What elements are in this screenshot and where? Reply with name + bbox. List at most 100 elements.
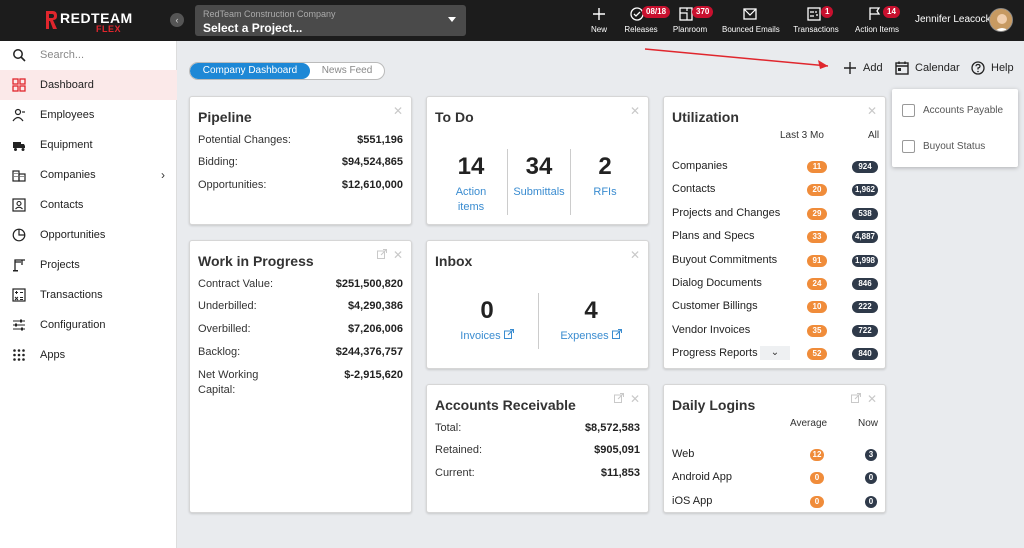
sidebar-item-label: Configuration (40, 319, 106, 331)
count-badge-recent: 33 (807, 231, 827, 244)
kv-value: $905,091 (594, 444, 640, 456)
utilization-row-label[interactable]: Dialog Documents (672, 277, 762, 289)
kv-label: Net Working (198, 369, 259, 381)
sidebar-item-transactions[interactable]: Transactions (0, 280, 177, 310)
inbox-stat-invoices[interactable]: 0 Invoices (447, 297, 527, 344)
utilization-row-label[interactable]: Plans and Specs (672, 230, 755, 243)
crane-icon (13, 259, 25, 272)
utilization-row-label[interactable]: Contacts (672, 183, 716, 196)
sidebar-item-apps[interactable]: Apps (0, 340, 177, 370)
utilization-row-label[interactable]: Vendor Invoices (672, 323, 751, 336)
sidebar-item-label: Equipment (40, 139, 93, 151)
action-items-button[interactable]: 14 Action Items (854, 4, 900, 38)
logins-row-label: Android App (672, 471, 732, 484)
todo-card: To Do ✕ 14 Action items 34 Submittals 2 … (426, 96, 649, 225)
transactions-button[interactable]: 1 Transactions (792, 4, 840, 38)
popout-icon[interactable] (377, 249, 387, 259)
daily-logins-card: Daily Logins ✕ Average Now Web 12 3 Android… (663, 384, 886, 513)
close-icon[interactable]: ✕ (866, 392, 877, 406)
inbox-stat-expenses[interactable]: 4 Expenses (551, 297, 631, 344)
dropdown-item-buyout-status[interactable]: Buyout Status (902, 139, 1012, 155)
new-button[interactable]: New (584, 4, 614, 38)
dashboard-icon (12, 78, 26, 92)
stat-number: 0 (480, 297, 494, 324)
chevron-down-icon[interactable]: ⌄ (760, 346, 790, 361)
utilization-row-label[interactable]: Projects and Changes (672, 206, 781, 219)
stat-label: RFIs (593, 186, 617, 198)
releases-badge: 08/18 (642, 6, 671, 18)
close-icon[interactable]: ✕ (392, 104, 403, 118)
close-icon[interactable]: ✕ (629, 248, 640, 262)
sidebar-item-label: Companies (40, 169, 96, 181)
redteam-logo[interactable]: REDTEAM FLEX (44, 9, 140, 34)
search-input[interactable]: Search... (40, 49, 85, 61)
sidebar-item-dashboard[interactable]: Dashboard (0, 70, 177, 100)
plus-icon (844, 62, 856, 74)
user-name[interactable]: Jennifer Leacock (915, 14, 991, 25)
releases-button[interactable]: 08/18 Releases (622, 4, 671, 38)
utilization-row-label[interactable]: Companies (672, 160, 728, 172)
avatar[interactable] (989, 8, 1013, 32)
tab-company-dashboard[interactable]: Company Dashboard (190, 63, 310, 79)
sidebar-item-opportunities[interactable]: Opportunities (0, 220, 177, 250)
close-icon[interactable]: ✕ (629, 104, 640, 118)
toolbar-label-planroom: Planroom (672, 25, 708, 34)
top-bar: REDTEAM FLEX ‹ RedTeam Construction Comp… (0, 0, 1024, 41)
sidebar-item-companies[interactable]: Companies › (0, 160, 177, 190)
stat-label: Action (455, 186, 487, 198)
sidebar: Search... Dashboard Employees Equipment … (0, 41, 177, 548)
checkbox[interactable] (902, 140, 915, 153)
sliders-icon (13, 319, 25, 331)
help-button[interactable]: Help (971, 61, 1017, 77)
close-icon[interactable]: ✕ (392, 248, 403, 262)
checkbox[interactable] (902, 104, 915, 117)
stat-label: Submittals (513, 186, 565, 198)
utilization-row-label[interactable]: Progress Reports (672, 347, 758, 360)
popout-icon[interactable] (851, 393, 861, 403)
column-header: Now (858, 418, 879, 429)
stat-number: 14 (457, 153, 485, 180)
count-badge-recent: 52 (807, 348, 827, 361)
kv-label: Opportunities: (198, 179, 267, 191)
card-title: Work in Progress (198, 253, 314, 269)
toolbar-label-new: New (590, 25, 607, 34)
planroom-button[interactable]: 370 Planroom (670, 4, 714, 38)
count-badge-all: 538 (852, 207, 878, 220)
close-icon[interactable]: ✕ (629, 392, 640, 406)
wip-card: Work in Progress ✕ Contract Value: $251,… (189, 240, 412, 513)
calendar-button[interactable]: Calendar (895, 61, 961, 77)
popout-icon[interactable] (614, 393, 624, 403)
bounced-emails-button[interactable]: Bounced Emails (722, 4, 780, 38)
employees-icon (12, 108, 25, 122)
brand-sub: FLEX (96, 24, 122, 34)
add-button[interactable]: Add (843, 61, 883, 77)
sidebar-search[interactable]: Search... (0, 41, 177, 69)
utilization-row-label[interactable]: Customer Billings (672, 300, 758, 313)
action-items-badge: 14 (883, 6, 900, 18)
sidebar-collapse-button[interactable]: ‹ (170, 13, 184, 27)
dropdown-item-accounts-payable[interactable]: Accounts Payable (902, 103, 1012, 119)
add-widget-dropdown: Accounts Payable Buyout Status (892, 89, 1018, 167)
sidebar-item-projects[interactable]: Projects (0, 250, 177, 280)
project-placeholder: Select a Project... (203, 21, 303, 35)
sidebar-item-contacts[interactable]: Contacts (0, 190, 177, 220)
sidebar-item-configuration[interactable]: Configuration (0, 310, 177, 340)
kv-label: Total: (435, 422, 462, 434)
project-select[interactable]: RedTeam Construction Company Select a Pr… (195, 5, 466, 36)
kv-label: Overbilled: (198, 323, 251, 335)
caret-down-icon (448, 17, 456, 22)
todo-stat-action-items[interactable]: 14 Action items (441, 153, 501, 215)
utilization-row-label[interactable]: Buyout Commitments (672, 253, 778, 266)
kv-label: Retained: (435, 444, 483, 456)
close-icon[interactable]: ✕ (866, 104, 877, 118)
tab-news-feed[interactable]: News Feed (321, 65, 373, 76)
sidebar-item-equipment[interactable]: Equipment (0, 130, 177, 160)
toolbar-label-bounced: Bounced Emails (722, 25, 780, 34)
planroom-badge: 370 (692, 6, 714, 18)
card-title: Accounts Receivable (435, 397, 576, 413)
todo-stat-submittals[interactable]: 34 Submittals (509, 153, 569, 200)
sidebar-item-employees[interactable]: Employees (0, 100, 177, 130)
count-badge-all: 722 (852, 324, 878, 337)
todo-stat-rfis[interactable]: 2 RFIs (575, 153, 635, 200)
card-title: Pipeline (198, 109, 252, 125)
